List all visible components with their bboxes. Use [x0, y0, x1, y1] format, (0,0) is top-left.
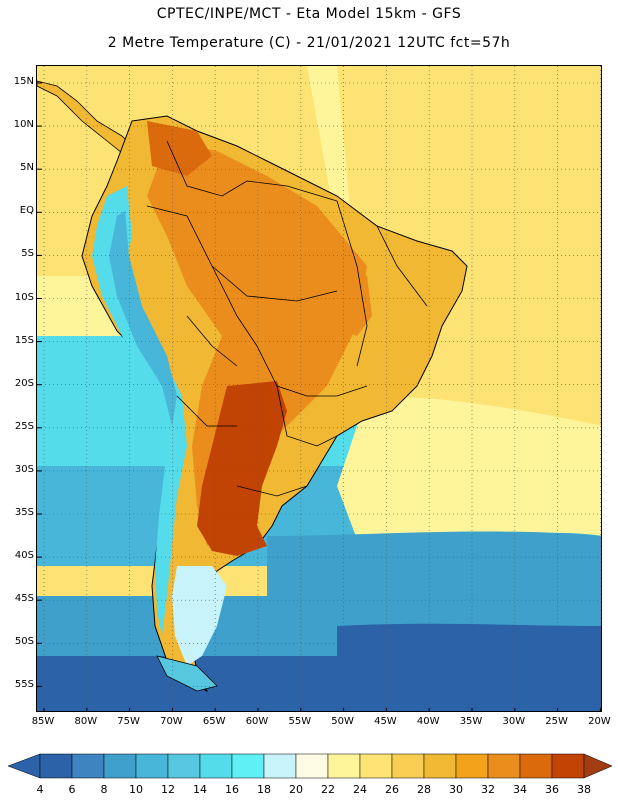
lat-label: 35S — [14, 507, 34, 518]
ocean-south-atlantic-deep — [337, 623, 601, 711]
colorbar-label: 10 — [129, 783, 143, 796]
lat-label: 5S — [21, 248, 34, 260]
colorbar-swatch — [423, 753, 457, 779]
colorbar-swatch — [167, 753, 201, 779]
land-very-hot-core — [197, 381, 287, 556]
patagonia-cool — [172, 566, 227, 666]
colorbar-label: 26 — [385, 783, 399, 796]
colorbar-max-arrow — [583, 753, 613, 779]
lon-label: 40W — [416, 716, 440, 727]
lon-label: 35W — [459, 716, 483, 727]
lon-label: 65W — [202, 716, 226, 727]
colorbar-label: 16 — [225, 783, 239, 796]
lon-label: 70W — [160, 716, 183, 727]
map-canvas — [37, 66, 601, 711]
lat-label: 10S — [14, 291, 34, 303]
andes-cold-core — [109, 211, 177, 426]
tierra-del-fuego — [156, 655, 218, 692]
colorbar-label: 4 — [36, 783, 44, 796]
colorbar-swatch — [71, 753, 105, 779]
lon-label: 25W — [545, 716, 568, 727]
lat-label: 10N — [13, 119, 34, 131]
colorbar-label: 30 — [449, 783, 463, 796]
colorbar-label: 6 — [68, 783, 76, 796]
colorbar-swatch — [103, 753, 137, 779]
lat-label: 50S — [14, 636, 34, 648]
colorbar-swatch — [327, 753, 361, 779]
lat-label: 20S — [14, 377, 34, 389]
lon-label: 50W — [331, 716, 354, 727]
lat-label: 40S — [14, 550, 34, 562]
colorbar-label: 34 — [513, 783, 527, 796]
lon-label: 60W — [245, 716, 269, 727]
colorbar-swatch — [135, 753, 169, 779]
lat-label: 30S — [14, 463, 34, 475]
colorbar-swatch — [455, 753, 489, 779]
lon-label: 85W — [31, 716, 55, 727]
colorbar-label: 38 — [577, 783, 591, 796]
colorbar-swatch — [263, 753, 297, 779]
land-north-hot — [147, 121, 212, 176]
land-brazil-hot-spot — [332, 266, 372, 336]
lat-label: 45S — [14, 593, 34, 605]
ocean-south-atlantic-cold — [267, 531, 601, 626]
andes-cold-strip — [92, 186, 187, 636]
lon-label: 45W — [374, 716, 397, 727]
colorbar-swatch — [231, 753, 265, 779]
colorbar-label: 24 — [353, 783, 367, 796]
axis-ticks — [37, 82, 601, 711]
colorbar-swatch — [519, 753, 553, 779]
colorbar-min-arrow — [7, 753, 41, 779]
lat-label: 5N — [20, 162, 34, 174]
lon-label: 80W — [74, 716, 98, 727]
lat-label: 25S — [14, 420, 34, 432]
colorbar-label: 20 — [289, 783, 303, 796]
colorbar-swatch — [551, 753, 585, 779]
colorbar-label: 36 — [545, 783, 559, 796]
colorbar-swatch — [199, 753, 233, 779]
lon-label: 75W — [117, 716, 140, 727]
colorbar-swatch — [391, 753, 425, 779]
colorbar-label: 18 — [257, 783, 271, 796]
colorbar-label: 32 — [481, 783, 495, 796]
colorbar-swatch — [295, 753, 329, 779]
lat-label: 55S — [14, 679, 34, 691]
map-title-line2: 2 Metre Temperature (C) - 21/01/2021 12U… — [107, 35, 511, 51]
colorbar-label: 12 — [161, 783, 175, 796]
colorbar-label: 8 — [100, 783, 108, 796]
map-title-line1: CPTEC/INPE/MCT - Eta Model 15km - GFS — [156, 6, 462, 22]
colorbar-swatch — [39, 753, 73, 779]
country-borders — [146, 140, 428, 497]
lat-label: EQ — [19, 205, 34, 217]
land-hot-interior — [147, 141, 367, 546]
lon-label: 30W — [502, 716, 526, 727]
lat-label: 15N — [13, 76, 34, 87]
colorbar-label: 14 — [193, 783, 207, 796]
lat-label: 15S — [14, 334, 34, 346]
colorbar-label: 28 — [417, 783, 431, 796]
colorbar-label: 22 — [321, 783, 335, 796]
colorbar-swatch — [359, 753, 393, 779]
colorbar-swatch — [487, 753, 521, 779]
lon-label: 55W — [288, 716, 312, 727]
temperature-map — [36, 65, 602, 712]
colorbar — [7, 753, 613, 779]
lon-label: 20W — [588, 716, 611, 727]
